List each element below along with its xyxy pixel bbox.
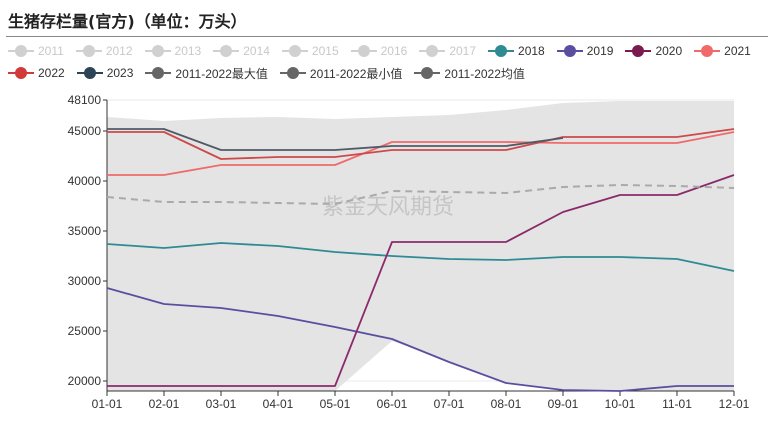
legend-swatch-icon	[419, 45, 446, 57]
series-line-2021	[107, 131, 735, 176]
legend-swatch-icon	[76, 67, 103, 79]
legend-swatch-icon	[213, 45, 240, 57]
x-tick-label: 08-01	[491, 397, 522, 411]
legend-item-2020[interactable]: 2020	[625, 44, 682, 58]
legend-item-2012[interactable]: 2012	[75, 44, 133, 58]
legend-swatch-icon	[556, 45, 583, 57]
series-line-mean	[106, 184, 735, 205]
x-tick-label: 04-01	[263, 397, 294, 411]
legend-swatch-icon	[8, 45, 34, 57]
legend-label: 2011-2022最大值	[175, 66, 268, 81]
legend-label: 2013	[174, 44, 202, 58]
x-tick-label: 12-01	[719, 397, 750, 411]
legend-item-2015[interactable]: 2015	[281, 44, 339, 58]
x-tick-label: 01-01	[92, 397, 123, 411]
legend-item-2011-2022-14[interactable]: 2011-2022最小值	[279, 65, 403, 82]
legend-label: 2020	[655, 44, 683, 58]
legend-label: 2022	[38, 66, 65, 80]
legend-swatch-icon	[414, 67, 441, 79]
x-tick-label: 02-01	[149, 397, 180, 411]
x-tick-label: 06-01	[377, 397, 408, 411]
series-line-2018	[106, 242, 735, 272]
legend-item-2023[interactable]: 2023	[76, 66, 134, 80]
series-line-2023	[107, 128, 564, 151]
legend-label: 2017	[449, 44, 477, 58]
legend-swatch-icon	[144, 45, 171, 57]
min-max-band	[107, 101, 734, 391]
legend-swatch-icon	[145, 67, 172, 79]
y-tick-label: 20000	[68, 374, 102, 388]
chart-title: 生猪存栏量(官方)（单位：万头）	[8, 12, 247, 31]
legend-item-2013[interactable]: 2013	[144, 44, 202, 58]
watermark: 紫金天风期货	[322, 195, 454, 220]
legend-row: 2011 2012 2013 2014 2015 2016 2017 2018 2019 2020…	[8, 40, 768, 62]
y-tick-label: 35000	[68, 224, 102, 238]
legend-label: 2021	[724, 44, 751, 58]
legend-item-2016[interactable]: 2016	[350, 44, 408, 58]
y-tick-label: 25000	[68, 324, 102, 338]
y-tick-label: 30000	[68, 274, 102, 288]
chart-legend: 2011 2012 2013 2014 2015 2016 2017 2018 2019 2020…	[8, 40, 768, 84]
title-divider	[6, 36, 768, 37]
series-line-2020	[107, 174, 735, 387]
series-line-2022	[107, 128, 735, 160]
legend-item-2011-2022-15[interactable]: 2011-2022均值	[414, 65, 525, 82]
legend-swatch-icon	[625, 45, 652, 57]
x-tick-label: 10-01	[605, 397, 636, 411]
legend-item-2019[interactable]: 2019	[556, 44, 614, 58]
legend-item-2017[interactable]: 2017	[419, 44, 476, 58]
legend-row: 2022 2023 2011-2022最大值 2011-2022最小值 2011-202…	[8, 62, 768, 84]
legend-swatch-icon	[75, 45, 102, 57]
legend-label: 2011-2022最小值	[309, 66, 403, 81]
x-tick-label: 09-01	[548, 397, 579, 411]
y-tick-label: 48100	[68, 93, 102, 107]
legend-item-2011[interactable]: 2011	[8, 44, 64, 58]
legend-swatch-icon	[694, 45, 721, 57]
legend-label: 2011-2022均值	[444, 66, 525, 81]
legend-label: 2014	[243, 44, 270, 58]
legend-item-2011-2022-13[interactable]: 2011-2022最大值	[145, 65, 268, 82]
legend-swatch-icon	[488, 45, 515, 57]
legend-swatch-icon	[350, 45, 377, 57]
x-tick-label: 03-01	[206, 397, 237, 411]
y-tick-label: 45000	[68, 124, 102, 138]
series-line-2019	[106, 287, 734, 392]
x-tick-label: 11-01	[662, 397, 692, 411]
y-tick-label: 40000	[68, 174, 102, 188]
legend-swatch-icon	[279, 67, 306, 79]
legend-item-2021[interactable]: 2021	[694, 44, 751, 58]
legend-swatch-icon	[8, 67, 34, 79]
legend-label: 2011	[38, 44, 64, 58]
x-tick-label: 07-01	[434, 397, 465, 411]
legend-label: 2018	[518, 44, 545, 58]
legend-item-2014[interactable]: 2014	[213, 44, 270, 58]
legend-label: 2015	[311, 44, 339, 58]
legend-label: 2012	[105, 44, 133, 58]
legend-item-2022[interactable]: 2022	[8, 66, 65, 80]
legend-label: 2016	[380, 44, 408, 58]
legend-label: 2019	[586, 44, 614, 58]
legend-swatch-icon	[281, 45, 308, 57]
legend-item-2018[interactable]: 2018	[488, 44, 545, 58]
legend-label: 2023	[106, 66, 134, 80]
x-tick-label: 05-01	[320, 397, 351, 411]
